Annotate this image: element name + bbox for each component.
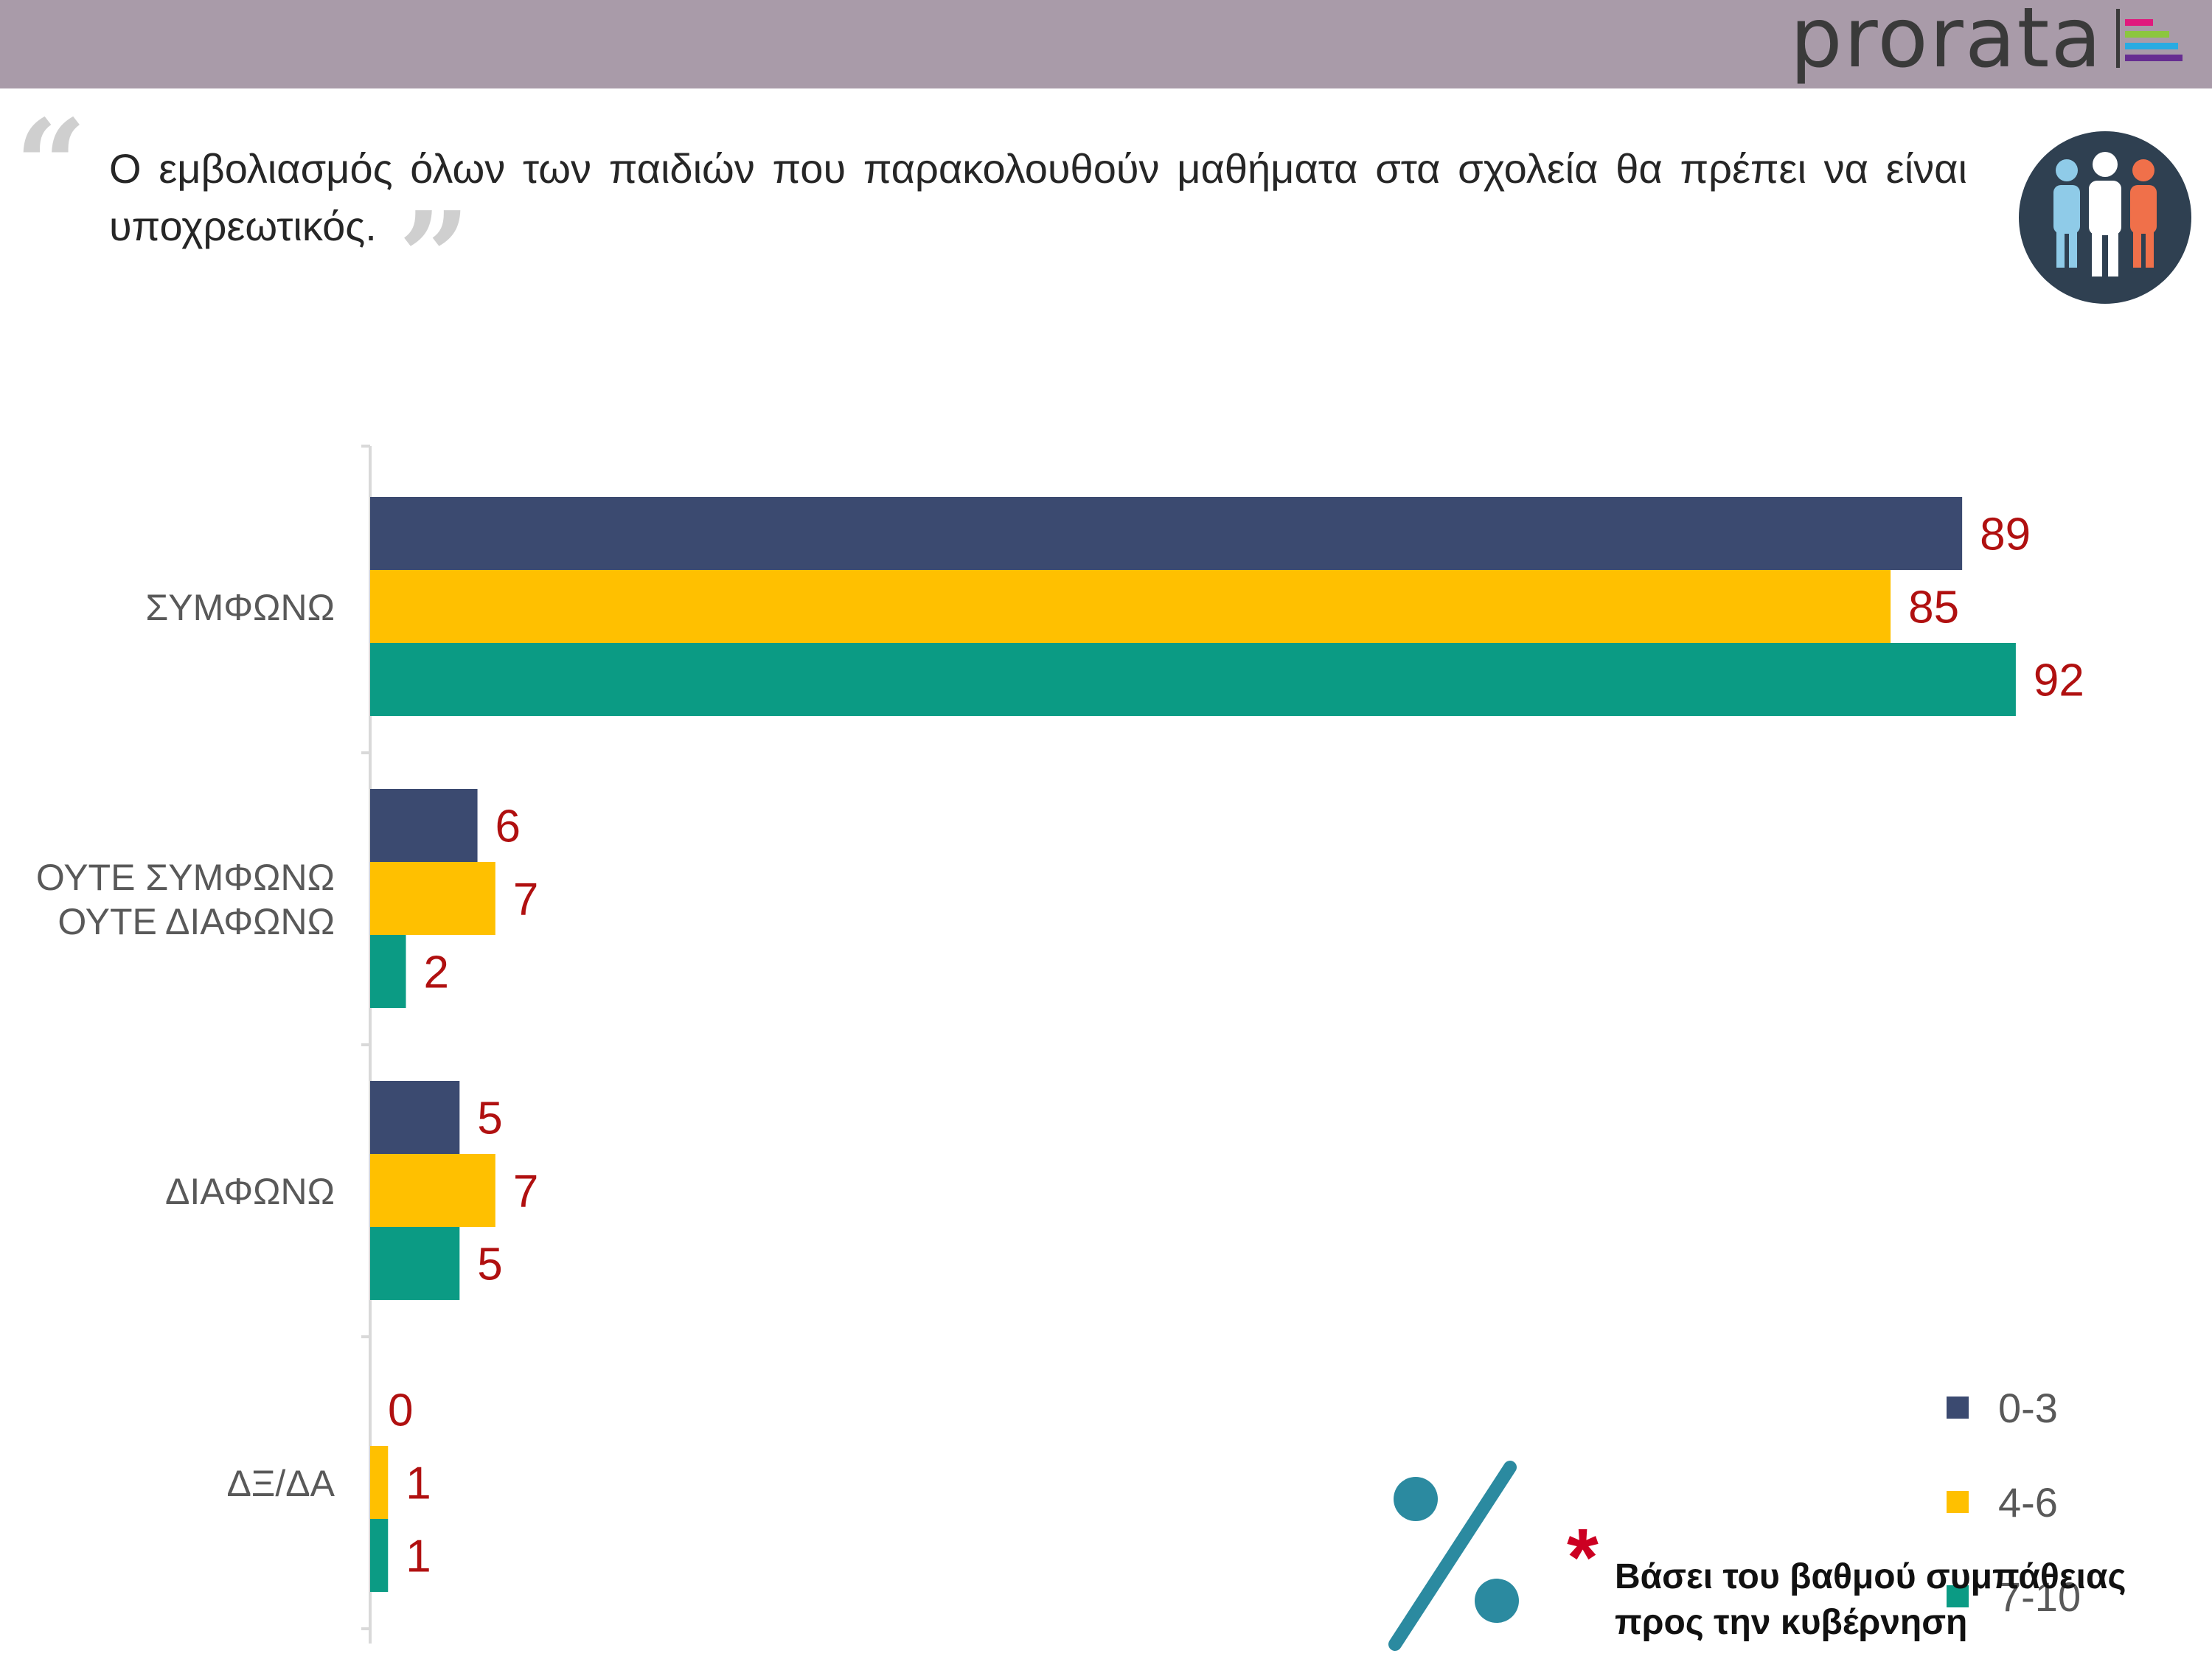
footnote-line-1: Βάσει του βαθμού συμπάθειας (1615, 1557, 2126, 1596)
legend-item: 4-6 (1947, 1455, 2081, 1549)
open-quote-icon: “ (15, 92, 87, 240)
legend-item: 7-10 (1947, 1549, 2081, 1644)
bar-4-6 (370, 1446, 389, 1519)
question-text: Ο εμβολιασμός όλων των παιδιών που παρακ… (109, 145, 1967, 249)
percent-icon (1388, 1461, 1519, 1651)
footnote-text: Βάσει του βαθμού συμπάθειας προς την κυβ… (1615, 1554, 2126, 1646)
bar-0-3 (370, 1081, 460, 1154)
logo-text: prorata (1790, 0, 2103, 86)
data-label: 5 (477, 1239, 502, 1290)
bar-4-6 (370, 1154, 495, 1227)
data-label: 7 (513, 1166, 538, 1217)
data-label: 5 (477, 1093, 502, 1144)
bar-4-6 (370, 862, 495, 935)
bar-4-6 (370, 570, 1891, 643)
category-label: ΟΥΤΕ ΣΥΜΦΩΝΩ (36, 857, 335, 898)
legend-label: 0-3 (1998, 1384, 2058, 1431)
bar-7-10 (370, 1227, 460, 1300)
data-label: 89 (1980, 509, 2031, 560)
legend-label: 7-10 (1998, 1573, 2081, 1620)
prorata-logo: prorata (1790, 0, 2183, 86)
bar-0-3 (370, 789, 478, 862)
category-label: ΣΥΜΦΩΝΩ (145, 587, 335, 628)
legend-item: 0-3 (1947, 1360, 2081, 1455)
category-label: ΟΥΤΕ ΔΙΑΦΩΝΩ (58, 901, 335, 942)
bar-0-3 (370, 497, 1963, 570)
legend-swatch (1947, 1585, 1969, 1607)
data-label: 0 (388, 1385, 413, 1436)
bar-7-10 (370, 935, 406, 1008)
data-label: 6 (495, 801, 521, 852)
legend-label: 4-6 (1998, 1478, 2058, 1526)
bar-7-10 (370, 643, 2016, 716)
bar-chart: ΣΥΜΦΩΝΩ 89 85 92 ΟΥΤΕ ΣΥΜΦΩΝΩ ΟΥΤΕ ΔΙΑΦΩΝΩ 6 7 2… (0, 413, 2212, 1659)
legend-swatch (1947, 1397, 1969, 1419)
category-label: ΔΞ/ΔΑ (226, 1463, 335, 1504)
close-quote-icon: ” (398, 184, 470, 332)
footnote-line-2: προς την κυβέρνηση (1615, 1603, 1968, 1642)
data-label: 2 (424, 947, 449, 998)
data-label: 1 (406, 1458, 431, 1509)
data-label: 92 (2034, 655, 2084, 706)
data-label: 85 (1908, 582, 1959, 633)
chart-legend: 0-3 4-6 7-10 (1947, 1360, 2081, 1644)
data-label: 1 (406, 1531, 431, 1582)
logo-bars-icon (2116, 9, 2183, 68)
header-bar (0, 0, 2212, 88)
category-label: ΔΙΑΦΩΝΩ (165, 1171, 335, 1212)
data-label: 7 (513, 874, 538, 925)
people-group-icon (2019, 131, 2191, 304)
legend-swatch (1947, 1491, 1969, 1513)
asterisk-icon: * (1567, 1512, 1599, 1603)
bar-7-10 (370, 1519, 389, 1592)
